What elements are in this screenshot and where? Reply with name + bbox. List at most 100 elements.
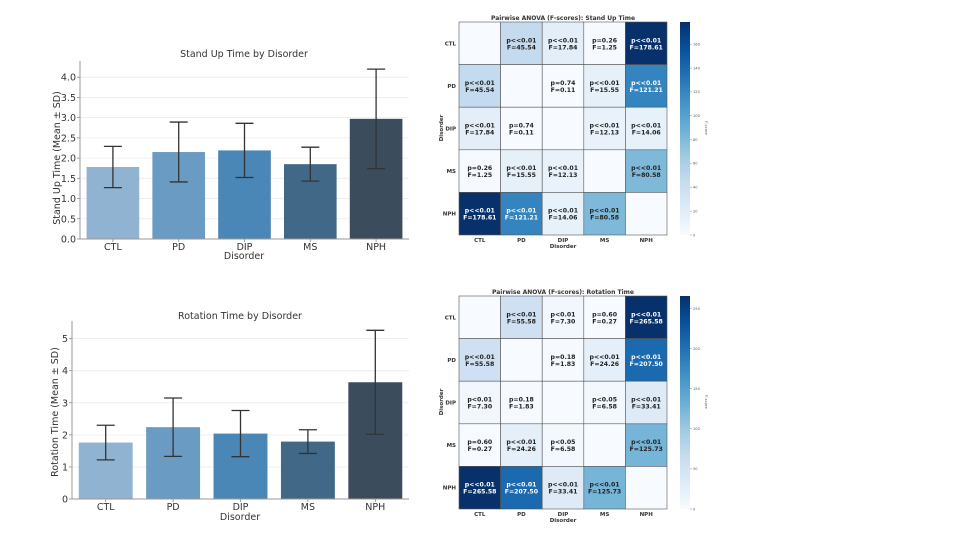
cell-p-value: p<0.05 (592, 397, 617, 404)
y-axis-label: Disorder (439, 114, 445, 141)
cell-p-value: p<<0.01 (631, 354, 661, 361)
heatmap-title: Pairwise ANOVA (F-scores): Rotation Time (492, 289, 634, 296)
heatmap-cell (500, 21, 543, 65)
x-tick-label: PD (172, 242, 185, 253)
heatmap-cell (583, 466, 626, 510)
cell-p-value: p=0.18 (509, 397, 534, 404)
heatmap-cell (458, 466, 501, 510)
heatmap-cell (625, 423, 668, 467)
heatmap-cell (625, 149, 668, 193)
cell-p-value: p=0.74 (509, 123, 535, 130)
cell-p-value: p<<0.01 (465, 482, 495, 489)
rotation-heatmap: Pairwise ANOVA (F-scores): Rotation Time… (439, 289, 709, 524)
heatmap-row-label: DIP (445, 127, 456, 133)
heatmap-cell (625, 192, 668, 236)
y-tick-label: 0.0 (61, 235, 76, 246)
cell-f-value: F=24.26 (590, 361, 619, 368)
cell-f-value: F=15.55 (590, 87, 619, 94)
cell-p-value: p=0.74 (551, 80, 577, 87)
cell-f-value: F=55.58 (465, 361, 494, 368)
heatmap-cell (541, 380, 585, 425)
cell-f-value: F=207.50 (630, 361, 664, 368)
heatmap-cell (500, 466, 543, 510)
y-tick-label: 1 (62, 462, 68, 473)
colorbar-label: F-score (704, 395, 709, 409)
standup-bar-chart: Stand Up Time by Disorder Disorder Stand… (52, 49, 409, 262)
cell-f-value: F=1.25 (467, 172, 492, 179)
heatmap-cell (500, 64, 543, 108)
colorbar-tick-label: 20 (693, 209, 698, 213)
y-tick-label: 3.0 (61, 113, 76, 124)
heatmap-col-label: MS (600, 512, 609, 518)
colorbar-tick-label: 0 (693, 233, 696, 237)
cell-f-value: F=80.58 (590, 215, 619, 222)
heatmap-col-label: CTL (474, 238, 486, 244)
cell-f-value: F=6.58 (592, 404, 617, 411)
x-axis-label: Disorder (220, 512, 260, 523)
cell-f-value: F=24.26 (507, 446, 536, 453)
cell-f-value: F=207.50 (505, 489, 539, 496)
heatmap-cell (541, 106, 585, 151)
cell-p-value: p<<0.01 (631, 123, 661, 130)
colorbar-tick-label: 80 (693, 138, 698, 142)
x-tick-label: CTL (97, 502, 115, 513)
y-tick-label: 3 (62, 398, 68, 409)
heatmap-col-label: MS (600, 238, 609, 244)
cell-f-value: F=33.41 (632, 404, 661, 411)
chart-title: Rotation Time by Disorder (178, 311, 302, 322)
y-tick-label: 3.5 (61, 93, 76, 104)
cell-p-value: p<<0.01 (631, 165, 661, 172)
cell-p-value: p=0.26 (467, 165, 492, 172)
cell-p-value: p<<0.01 (590, 482, 620, 489)
x-tick-label: CTL (104, 242, 122, 253)
cell-p-value: p<<0.01 (631, 397, 661, 404)
y-axis-label: Stand Up Time (Mean ± SD) (52, 91, 63, 225)
heatmap-cell (583, 21, 626, 65)
cell-f-value: F=45.54 (465, 87, 495, 94)
colorbar-tick-label: 140 (693, 66, 701, 70)
heatmap-row-label: CTL (445, 315, 457, 321)
heatmap-cell (625, 380, 668, 425)
heatmap-cell (541, 149, 585, 193)
x-axis-label: Disorder (224, 251, 264, 262)
cell-f-value: F=121.21 (505, 215, 538, 222)
heatmap-cell (583, 423, 626, 467)
cell-f-value: F=1.25 (592, 44, 617, 51)
y-axis-label: Rotation Time (Mean ± SD) (50, 347, 61, 477)
heatmap-row-label: DIP (445, 401, 456, 407)
cell-f-value: F=12.13 (549, 172, 578, 179)
heatmap-cell (625, 21, 668, 65)
cell-p-value: p<<0.01 (465, 208, 495, 215)
heatmap-cell (541, 192, 585, 236)
cell-p-value: p=0.60 (592, 311, 618, 318)
cell-f-value: F=0.27 (592, 318, 617, 325)
x-tick-label: NPH (366, 242, 386, 253)
cell-p-value: p<<0.01 (465, 80, 495, 87)
heatmap-row-label: PD (447, 84, 456, 90)
heatmap-cell (500, 423, 543, 467)
cell-f-value: F=7.30 (467, 404, 492, 411)
standup-heatmap: Pairwise ANOVA (F-scores): Stand Up Time… (439, 15, 709, 250)
cell-p-value: p<<0.01 (506, 311, 536, 318)
heatmap-cell (583, 149, 626, 193)
x-tick-label: MS (303, 242, 317, 253)
cell-p-value: p<0.01 (551, 311, 576, 318)
cell-f-value: F=125.73 (630, 446, 663, 453)
cell-p-value: p<<0.01 (548, 482, 578, 489)
x-tick-label: DIP (233, 502, 249, 513)
heatmap-col-label: DIP (558, 512, 569, 518)
heatmap-col-label: DIP (558, 238, 569, 244)
heatmap-cell (458, 149, 501, 193)
cell-p-value: p<<0.01 (631, 439, 661, 446)
heatmap-cell (541, 21, 585, 65)
cell-p-value: p<<0.01 (465, 354, 495, 361)
cell-f-value: F=6.58 (551, 446, 576, 453)
colorbar (680, 22, 690, 235)
y-tick-label: 1.5 (61, 174, 76, 185)
heatmap-cell (625, 64, 668, 108)
x-axis-label: Disorder (550, 244, 577, 250)
heatmap-cell (458, 21, 501, 65)
cell-p-value: p<<0.01 (631, 311, 661, 318)
colorbar-tick-label: 0 (693, 507, 696, 511)
colorbar-tick-label: 40 (693, 186, 698, 190)
